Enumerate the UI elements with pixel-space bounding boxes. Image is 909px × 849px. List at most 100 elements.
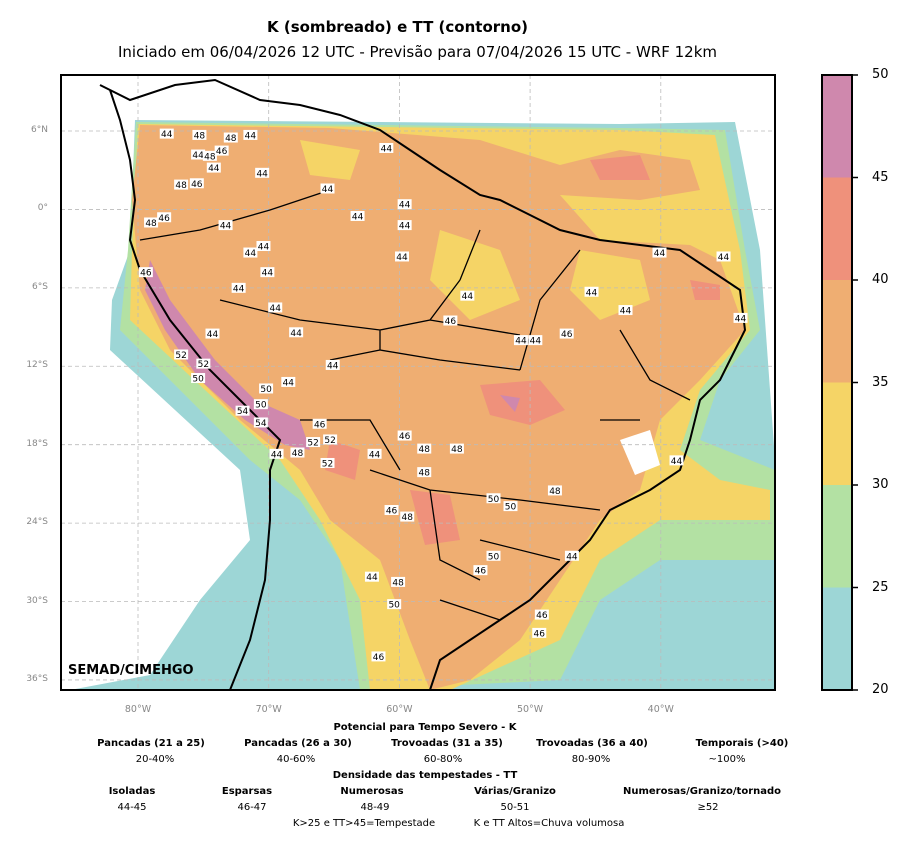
tt-label-background — [395, 251, 410, 262]
tt-label-text: 44 — [256, 169, 268, 179]
tt-label-text: 44 — [515, 337, 527, 347]
tt-label-text: 46 — [386, 507, 398, 517]
tt-label-text: 44 — [207, 330, 219, 340]
k-legend-value: 20-40% — [135, 754, 175, 765]
tt-label-text: 46 — [534, 629, 546, 639]
lon-tick-label: 50°W — [516, 704, 544, 715]
tt-contour-label: 44 — [205, 328, 220, 340]
tt-label-text: 52 — [324, 436, 335, 446]
legend-note-rain: K e TT Altos=Chuva volumosa — [473, 818, 625, 829]
tt-label-background — [443, 315, 458, 326]
tt-label-background — [618, 305, 633, 316]
tt-label-text: 44 — [245, 249, 257, 259]
tt-label-text: 50 — [192, 375, 204, 385]
colorbar-tick-label: 40 — [872, 272, 889, 287]
tt-label-text: 52 — [175, 351, 186, 361]
tt-contour-label: 46 — [443, 315, 458, 327]
tt-label-background — [503, 501, 518, 512]
tt-label-background — [449, 443, 464, 454]
tt-label-text: 44 — [290, 329, 302, 339]
tt-contour-label: 44 — [260, 267, 275, 279]
tt-label-background — [192, 129, 207, 140]
tt-label-text: 52 — [322, 459, 333, 469]
tt-contour-label: 44 — [733, 312, 748, 324]
tt-label-background — [191, 373, 206, 384]
tt-label-background — [256, 241, 271, 252]
tt-label-background — [384, 505, 399, 516]
tt-label-background — [486, 493, 501, 504]
tt-label-background — [716, 251, 731, 262]
tt-legend-title: Densidade das tempestades - TT — [332, 770, 518, 781]
tt-label-background — [206, 162, 221, 173]
tt-label-text: 48 — [292, 449, 304, 459]
tt-contour-label: 44 — [256, 241, 271, 253]
state-borders — [139, 189, 691, 621]
tt-label-text: 44 — [208, 164, 220, 174]
tt-contour-label: 44 — [367, 448, 382, 460]
colorbar-segment — [822, 280, 852, 383]
tt-legend-label: Isoladas — [108, 786, 156, 797]
tt-contour-label: 48 — [223, 132, 238, 144]
tt-label-background — [312, 418, 327, 429]
tt-contour-label: 50 — [486, 493, 501, 505]
tt-label-background — [218, 220, 233, 231]
tt-label-text: 48 — [549, 487, 561, 497]
tt-label-background — [174, 179, 189, 190]
tt-label-background — [417, 443, 432, 454]
tt-label-background — [371, 651, 386, 662]
k-legend-label: Pancadas (26 a 30) — [244, 738, 352, 749]
tt-label-background — [191, 149, 206, 160]
tt-label-text: 54 — [237, 407, 249, 417]
tt-label-background — [235, 405, 250, 416]
tt-label-text: 44 — [566, 552, 578, 562]
k-shade-45-50 — [145, 260, 520, 450]
map-frame — [60, 74, 776, 691]
tt-label-background — [397, 430, 412, 441]
lat-tick-label: 6°S — [32, 281, 48, 292]
tt-label-text: 46 — [158, 214, 170, 224]
tt-label-text: 44 — [396, 253, 408, 263]
tt-label-text: 46 — [536, 611, 548, 621]
tt-contour-label: 50 — [503, 501, 518, 513]
tt-label-background — [733, 312, 748, 323]
tt-contour-label: 46 — [371, 651, 386, 663]
tt-label-text: 50 — [488, 495, 500, 505]
tt-label-background — [138, 267, 153, 278]
tt-label-text: 44 — [327, 361, 339, 371]
tt-contour-label: 46 — [397, 430, 412, 442]
tt-contour-label: 44 — [281, 376, 296, 388]
tt-contour-label: 44 — [218, 220, 233, 232]
tt-label-background — [513, 335, 528, 346]
tt-label-background — [159, 128, 174, 139]
tt-label-text: 44 — [283, 378, 295, 388]
tt-contour-label: 48 — [144, 217, 159, 229]
tt-contour-label: 48 — [400, 511, 415, 523]
tt-contour-label: 44 — [652, 247, 667, 259]
tt-contour-label: 48 — [547, 485, 562, 497]
tt-label-background — [174, 349, 189, 360]
lat-tick-label: 0° — [37, 203, 48, 214]
colorbar-segment — [822, 75, 852, 178]
tt-label-text: 44 — [381, 144, 393, 154]
tt-label-background — [473, 565, 488, 576]
tt-legend-label: Várias/Granizo — [474, 786, 556, 797]
coastline — [99, 78, 747, 690]
tt-label-text: 44 — [366, 573, 378, 583]
k-legend-label: Trovoadas (31 a 35) — [391, 738, 503, 749]
tt-label-background — [306, 437, 321, 448]
tt-label-text: 44 — [654, 249, 666, 259]
tt-contour-label: 46 — [384, 505, 399, 517]
tt-label-background — [367, 448, 382, 459]
colorbar-tick-label: 20 — [872, 682, 889, 697]
tt-label-background — [269, 448, 284, 459]
tt-label-background — [323, 434, 338, 445]
tt-label-background — [157, 212, 172, 223]
tt-label-text: 44 — [671, 457, 683, 467]
tt-contour-label: 44 — [397, 199, 412, 211]
tt-label-background — [231, 282, 246, 293]
tt-contour-label: 46 — [312, 418, 327, 430]
tt-legend-value: 44-45 — [117, 802, 147, 813]
